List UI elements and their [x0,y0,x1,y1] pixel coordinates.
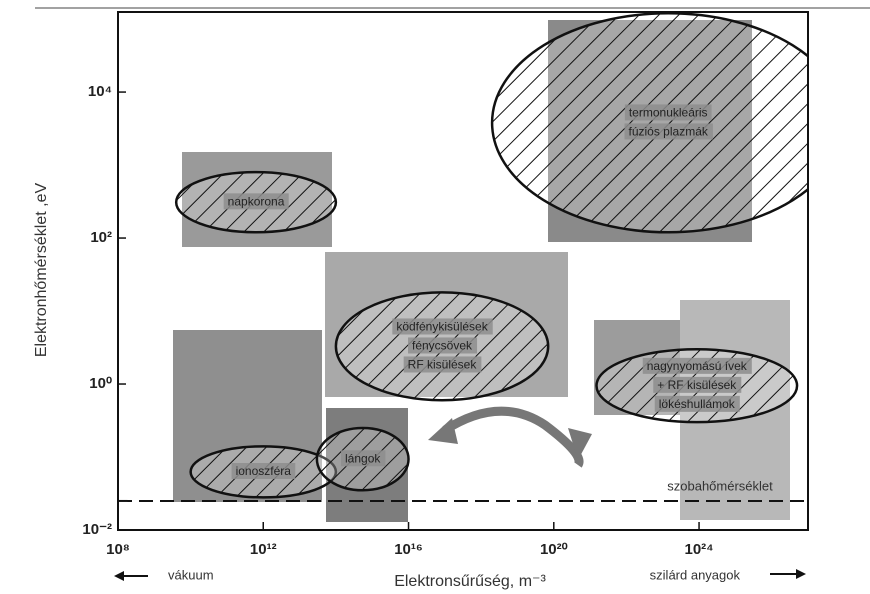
x-tick-label: 10¹² [250,541,277,558]
x-axis-title: Elektronsűrűség, m⁻³ [394,573,546,590]
region [490,12,808,234]
y-tick-label: 10² [90,229,112,246]
region-label: napkorona [228,194,285,208]
region-label: ionoszféra [236,464,292,478]
region-label-bg [642,357,752,374]
double-arrow [428,406,592,468]
x-tick-label: 10¹⁶ [394,541,423,558]
region-label-bg [392,318,493,335]
y-axis-title: Elektronhőmérséklet ,eV [33,183,50,358]
region-label: RF kisülések [408,357,478,371]
note-arrow-head [114,571,124,581]
region-label: termonukleáris [629,105,708,119]
region-label-bg [223,193,289,210]
y-tick-label: 10⁴ [88,83,112,100]
region-label-bg [624,104,712,121]
region-label: + RF kisülések [657,378,737,392]
x-right-note: szilárd anyagok [650,567,741,582]
region-label: fénycsövek [412,338,473,352]
region-label-bg [231,463,296,480]
arrow-shaft [442,406,584,468]
region-label: lökéshullámok [659,397,736,411]
x-left-note: vákuum [168,567,214,582]
region-label-bg [341,450,386,467]
region-label-bg [653,376,742,393]
y-tick-label: 10⁻² [82,521,112,538]
region-label-bg [654,395,740,412]
note-arrow-head [796,569,806,579]
region-label-bg [403,356,482,373]
region-label: nagynyomású ívek [647,359,748,373]
y-tick-label: 10⁰ [89,375,112,392]
x-tick-label: 10⁸ [106,541,130,558]
x-tick-label: 10²⁰ [540,541,568,558]
arrow-head [568,428,592,460]
plot-frame [117,11,809,531]
region-label: lángok [345,451,381,465]
reference-label: szobahőmérséklet [667,478,773,493]
region-label: fúziós plazmák [629,124,709,138]
region-label-bg [624,123,713,140]
region-label-bg [408,337,478,354]
x-tick-label: 10²⁴ [684,541,713,558]
arrow-head [428,418,458,444]
region-label: ködfénykisülések [396,319,488,333]
